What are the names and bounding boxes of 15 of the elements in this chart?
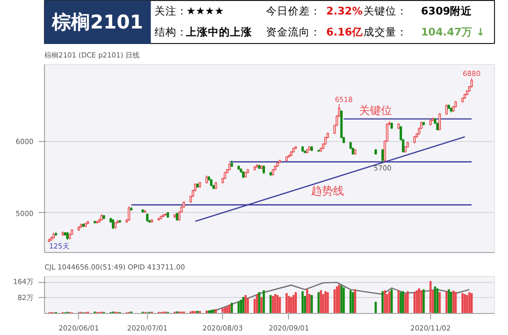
text: 104.47万 ↓ (420, 26, 485, 38)
text: 关注： (154, 4, 188, 18)
text: 6.16亿 (326, 26, 364, 38)
text: 结构： (154, 26, 188, 38)
text: 成交量： (363, 26, 408, 38)
annotation: 关键位 (359, 104, 392, 117)
annotation: 趋势线 (311, 184, 344, 198)
text: 6309附近 (420, 4, 474, 18)
text: 关键位： (363, 4, 408, 18)
text: 2.32% (326, 6, 364, 18)
text: 资金流向： (266, 26, 321, 38)
text: 今日价差： (266, 6, 321, 18)
text: ★★★★ (186, 6, 224, 18)
text: 棕榈2101 (51, 12, 144, 34)
text: 上涨中的上涨 (185, 26, 254, 38)
